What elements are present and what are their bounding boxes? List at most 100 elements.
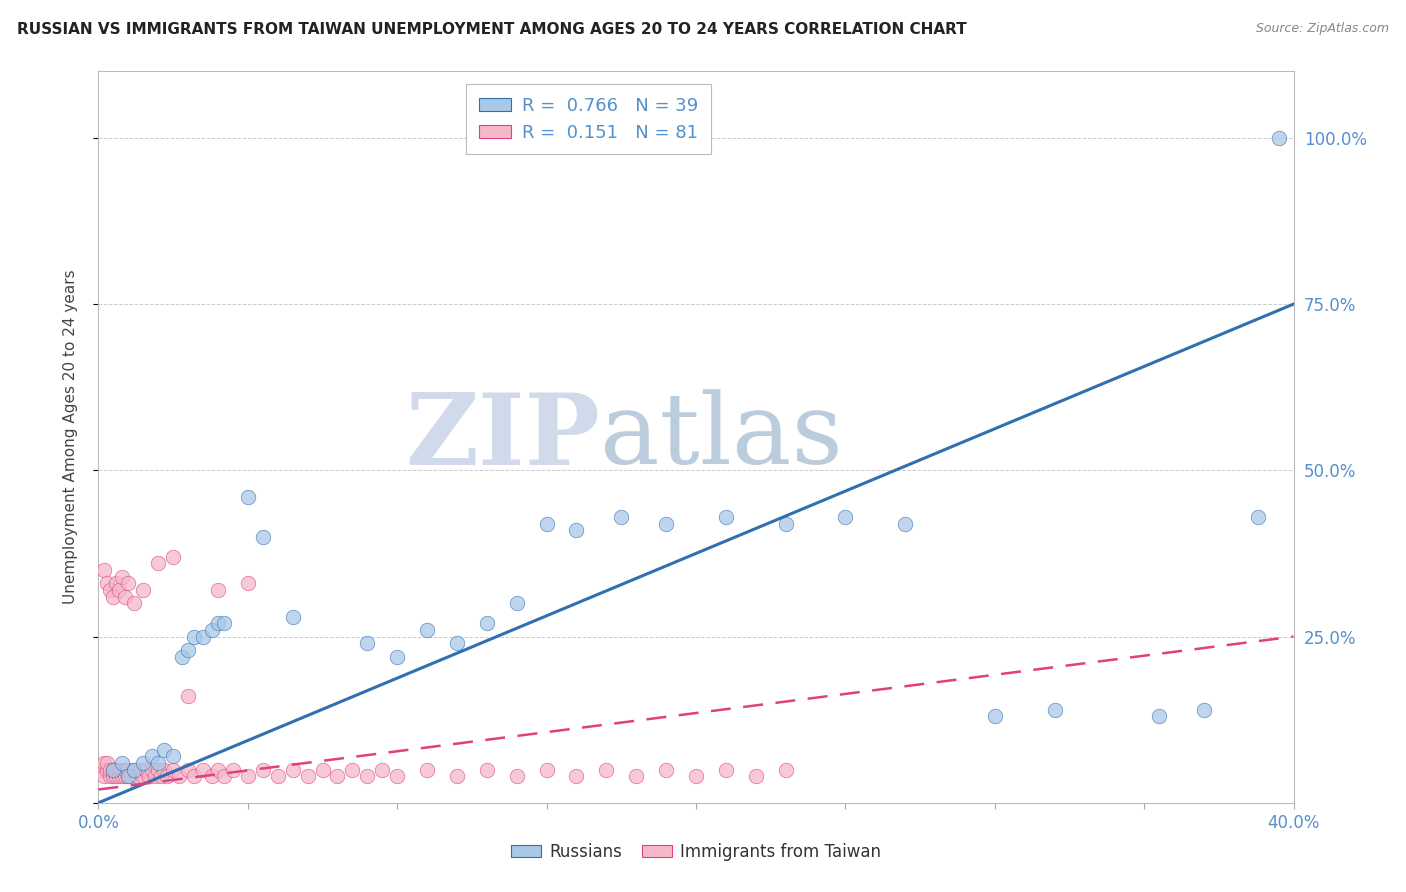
Point bbox=[371, 763, 394, 777]
Point bbox=[894, 516, 917, 531]
Point bbox=[714, 763, 737, 777]
Point bbox=[385, 649, 409, 664]
Point bbox=[127, 769, 149, 783]
Point bbox=[117, 576, 139, 591]
Point bbox=[98, 763, 122, 777]
Point bbox=[536, 763, 558, 777]
Text: Source: ZipAtlas.com: Source: ZipAtlas.com bbox=[1256, 22, 1389, 36]
Point bbox=[506, 769, 529, 783]
Point bbox=[267, 769, 290, 783]
Point bbox=[252, 530, 274, 544]
Point bbox=[610, 509, 633, 524]
Y-axis label: Unemployment Among Ages 20 to 24 years: Unemployment Among Ages 20 to 24 years bbox=[63, 269, 77, 605]
Point bbox=[212, 769, 235, 783]
Point bbox=[156, 769, 179, 783]
Point bbox=[111, 570, 134, 584]
Point bbox=[191, 630, 214, 644]
Point bbox=[98, 582, 122, 597]
Point bbox=[132, 582, 155, 597]
Point bbox=[132, 769, 155, 783]
Point bbox=[93, 769, 115, 783]
Point bbox=[1147, 709, 1170, 723]
Point bbox=[475, 616, 498, 631]
Point bbox=[148, 557, 170, 571]
Text: ZIP: ZIP bbox=[405, 389, 600, 485]
Point bbox=[297, 769, 319, 783]
Point bbox=[153, 742, 176, 756]
Point bbox=[326, 769, 349, 783]
Point bbox=[1043, 703, 1066, 717]
Point bbox=[506, 596, 529, 610]
Point bbox=[105, 576, 128, 591]
Point bbox=[183, 630, 205, 644]
Point bbox=[191, 763, 214, 777]
Point bbox=[281, 609, 304, 624]
Point bbox=[207, 616, 229, 631]
Point bbox=[117, 763, 139, 777]
Point bbox=[153, 763, 176, 777]
Point bbox=[655, 516, 678, 531]
Point bbox=[132, 756, 155, 770]
Point bbox=[167, 769, 190, 783]
Point bbox=[96, 756, 118, 770]
Point bbox=[177, 763, 200, 777]
Point bbox=[236, 769, 259, 783]
Point bbox=[356, 636, 378, 650]
Point bbox=[745, 769, 768, 783]
Point bbox=[536, 516, 558, 531]
Point bbox=[207, 763, 229, 777]
Point bbox=[984, 709, 1007, 723]
Point bbox=[446, 636, 468, 650]
Point bbox=[201, 623, 224, 637]
Point bbox=[385, 769, 409, 783]
Point bbox=[150, 769, 173, 783]
Point bbox=[103, 763, 125, 777]
Point bbox=[311, 763, 333, 777]
Point bbox=[212, 616, 235, 631]
Point bbox=[356, 769, 378, 783]
Point bbox=[1267, 131, 1289, 145]
Point bbox=[141, 763, 163, 777]
Point bbox=[177, 690, 200, 704]
Point bbox=[117, 769, 139, 783]
Point bbox=[236, 576, 259, 591]
Point bbox=[124, 596, 146, 610]
Point bbox=[111, 769, 134, 783]
Point bbox=[342, 763, 364, 777]
Point bbox=[446, 769, 468, 783]
Point bbox=[162, 749, 184, 764]
Point bbox=[162, 763, 184, 777]
Point bbox=[90, 763, 112, 777]
Point bbox=[135, 763, 157, 777]
Point bbox=[207, 582, 229, 597]
Point bbox=[416, 763, 439, 777]
Point bbox=[105, 769, 128, 783]
Point bbox=[120, 769, 142, 783]
Point bbox=[222, 763, 245, 777]
Point bbox=[111, 763, 134, 777]
Point bbox=[141, 749, 163, 764]
Point bbox=[626, 769, 648, 783]
Point bbox=[1192, 703, 1215, 717]
Point bbox=[775, 516, 797, 531]
Point bbox=[93, 756, 115, 770]
Point bbox=[129, 763, 152, 777]
Point bbox=[177, 643, 200, 657]
Point bbox=[714, 509, 737, 524]
Point bbox=[108, 763, 131, 777]
Point bbox=[834, 509, 856, 524]
Point bbox=[114, 590, 136, 604]
Text: atlas: atlas bbox=[600, 389, 844, 485]
Point bbox=[416, 623, 439, 637]
Point bbox=[183, 769, 205, 783]
Point bbox=[162, 549, 184, 564]
Point bbox=[775, 763, 797, 777]
Point bbox=[201, 769, 224, 783]
Point bbox=[281, 763, 304, 777]
Point bbox=[565, 523, 588, 537]
Point bbox=[93, 563, 115, 577]
Point bbox=[96, 763, 118, 777]
Point bbox=[108, 582, 131, 597]
Point bbox=[98, 769, 122, 783]
Point bbox=[108, 769, 131, 783]
